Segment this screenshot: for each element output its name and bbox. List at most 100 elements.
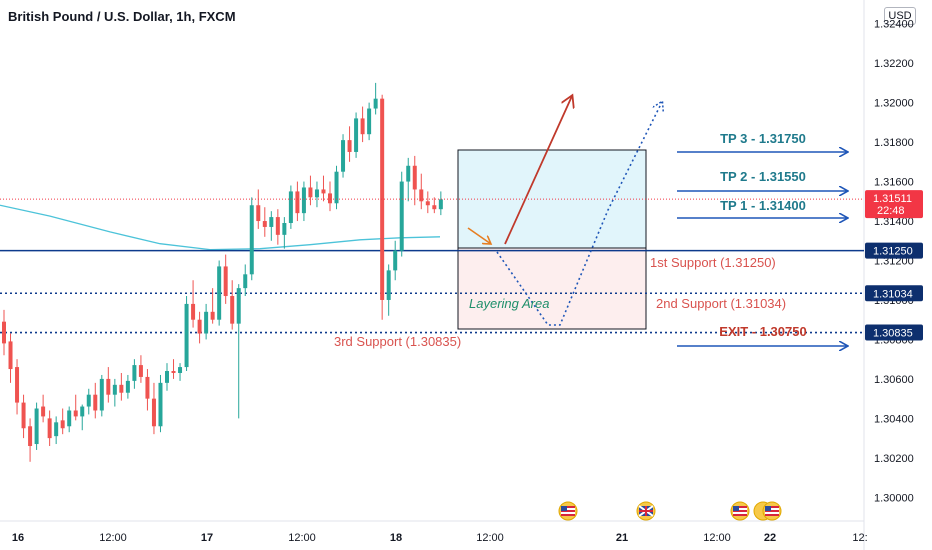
candle-body — [282, 223, 287, 235]
price-axis[interactable]: 1.32400 1.32200 1.32000 1.31800 1.31600 1.314… — [0, 19, 923, 505]
candle — [217, 260, 222, 326]
bullish-projection-arrow — [504, 96, 572, 245]
candle-body — [41, 406, 46, 417]
candle-body — [191, 303, 196, 320]
candle — [262, 207, 267, 237]
currency-button[interactable]: USD — [884, 7, 916, 25]
candle-body — [341, 140, 346, 172]
chart-title: British Pound / U.S. Dollar, 1h, FXCM — [8, 9, 236, 24]
layering-zone-box[interactable] — [457, 247, 647, 330]
candle-body — [151, 398, 156, 427]
candle-body — [334, 171, 339, 204]
candle-body — [67, 410, 72, 427]
candle-body — [243, 274, 248, 289]
target-label-2: TP 2 - 1.31550 — [720, 169, 806, 184]
candle — [138, 355, 143, 383]
candle — [347, 126, 352, 162]
candle — [412, 155, 417, 206]
dip-path-dotted — [496, 102, 662, 326]
candle-body — [138, 365, 143, 377]
candle — [373, 82, 378, 115]
time-axis[interactable]: 16 12:00 17 12:00 18 12:00 21 12:00 22 12: — [12, 532, 868, 544]
candle — [425, 191, 430, 214]
price-tick-label: 1.31400 — [874, 216, 914, 228]
level-price-tag — [865, 242, 923, 259]
candle-body — [354, 118, 359, 152]
candle — [354, 112, 359, 158]
event-flags[interactable] — [558, 501, 782, 521]
candle — [80, 404, 85, 431]
candle-body — [399, 181, 404, 251]
candle — [341, 134, 346, 178]
candle-body — [432, 205, 437, 210]
candle — [93, 382, 98, 419]
candle — [60, 408, 65, 435]
candle-body — [73, 410, 78, 417]
candle-body — [269, 217, 274, 227]
time-tick-label: 16 — [12, 532, 24, 544]
candle — [275, 209, 280, 245]
candle — [314, 181, 319, 208]
time-tick-label: 21 — [616, 532, 628, 544]
candle — [386, 264, 391, 316]
candle-body — [419, 189, 424, 202]
candle — [282, 217, 287, 249]
candle — [230, 280, 235, 330]
price-tick-label: 1.32200 — [874, 58, 914, 70]
candle — [106, 367, 111, 403]
candle — [145, 369, 150, 411]
time-tick-label: 12: — [852, 532, 867, 544]
price-tick-label: 1.30400 — [874, 413, 914, 425]
candle — [178, 363, 183, 381]
candle — [132, 359, 137, 389]
candles — [2, 82, 443, 462]
candle — [41, 394, 46, 423]
candle-body — [112, 384, 117, 395]
time-tick-label: 12:00 — [703, 532, 731, 544]
candle — [223, 254, 228, 304]
candle-body — [178, 367, 183, 373]
time-tick-label: 17 — [201, 532, 213, 544]
candle-countdown: 22:48 — [877, 205, 905, 217]
candle — [334, 165, 339, 210]
candle — [328, 181, 332, 212]
candle — [308, 175, 313, 206]
candle — [184, 296, 189, 372]
candle-body — [275, 217, 280, 235]
take-profit-targets: TP 3 - 1.31750 TP 2 - 1.31550 TP 1 - 1.314… — [677, 131, 848, 346]
support-label-1: 1st Support (1.31250) — [650, 255, 776, 270]
price-tick-label: 1.31600 — [874, 177, 914, 189]
candle-body — [262, 221, 267, 227]
layering-area-label: Layering Area — [469, 296, 549, 311]
candle-body — [15, 367, 20, 403]
candle-body — [406, 165, 411, 182]
candle-body — [165, 371, 169, 383]
candle-body — [204, 311, 209, 334]
candle — [236, 284, 241, 419]
candle — [243, 264, 248, 297]
candle — [256, 189, 261, 229]
target-label-1: TP 3 - 1.31750 — [720, 131, 806, 146]
candle-body — [295, 191, 300, 214]
candle — [151, 382, 156, 435]
candle — [99, 374, 104, 417]
candle-body — [425, 201, 430, 206]
candle — [269, 211, 274, 241]
candle-body — [171, 371, 176, 373]
candle-body — [412, 165, 417, 190]
candle — [321, 175, 326, 202]
moving-average-line — [0, 204, 441, 251]
candle-body — [393, 250, 398, 271]
candle-body — [2, 321, 6, 344]
candle — [158, 374, 163, 433]
price-tick-label: 1.30200 — [874, 453, 914, 465]
candle-body — [249, 205, 254, 275]
candle — [210, 288, 215, 324]
moving-average-layer — [0, 204, 441, 251]
candle-body — [217, 266, 222, 320]
candle — [360, 106, 365, 143]
current-price-value: 1.31511 — [873, 193, 912, 205]
candle-body — [60, 420, 65, 429]
level-price-tag-text: 1.30835 — [873, 328, 913, 340]
